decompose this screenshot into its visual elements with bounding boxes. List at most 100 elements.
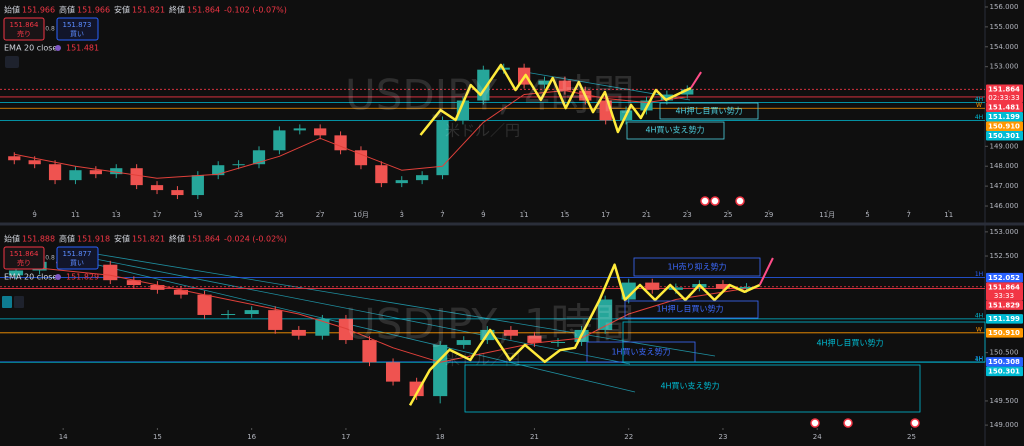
candle-body (293, 128, 306, 131)
quote-label: 始値 (4, 5, 20, 15)
y-tick-label: 150.500 (990, 349, 1019, 357)
price-label: 151.829 (988, 301, 1020, 309)
sell-button[interactable] (3, 17, 45, 41)
candle-body (212, 165, 225, 176)
ema-legend-value: 151.829 (66, 273, 99, 282)
x-tick-label: 23 (234, 211, 243, 219)
y-tick-label: 146.000 (990, 202, 1019, 210)
tool-button[interactable] (14, 296, 24, 308)
candle-body (477, 69, 490, 101)
tool-button[interactable] (2, 296, 12, 308)
x-tick-label: 11 (520, 211, 529, 219)
price-label-box (986, 131, 1023, 141)
y-tick-label: 148.000 (990, 162, 1019, 170)
candle-body (150, 185, 164, 191)
level-tag: 4H (975, 114, 983, 121)
extension-line (690, 71, 702, 89)
candle-body (103, 264, 118, 281)
level-tag: 4H (975, 312, 983, 319)
price-label-box (986, 282, 1023, 301)
x-tick-label: 14 (59, 433, 68, 441)
candle-body (191, 175, 204, 196)
zone-box (633, 257, 761, 277)
x-tick-label: 5 (865, 211, 869, 219)
x-tick-label: 27 (316, 211, 325, 219)
collapse-button[interactable] (5, 56, 19, 68)
candle-body (197, 294, 212, 315)
buy-button[interactable] (56, 17, 99, 41)
candle-body (130, 168, 143, 186)
x-tick-label: 23 (683, 211, 692, 219)
zone-box (624, 300, 759, 319)
countdown: 02:33:33 (988, 94, 1019, 102)
price-label: 151.199 (988, 113, 1020, 121)
sell-label: 売り (17, 29, 31, 38)
x-tick-label: 16 (247, 433, 256, 441)
candle-body (503, 329, 518, 336)
countdown: 33:33 (994, 292, 1014, 300)
price-label-box (986, 357, 1023, 367)
event-flag[interactable] (700, 196, 710, 206)
level-tag: 1H (975, 355, 983, 362)
x-tick-label: 17 (601, 211, 610, 219)
price-label-box (986, 102, 1023, 113)
zone-label: 4H押し目買い勢力 (816, 338, 883, 348)
price-label-box (986, 84, 1023, 103)
watermark-subtitle: 米ドル／円 (445, 351, 520, 369)
x-tick-label: 29 (764, 211, 773, 219)
x-tick-label: 23 (719, 433, 728, 441)
sell-button[interactable] (3, 246, 45, 270)
level-tag: 1H (975, 271, 983, 278)
x-tick-label: 7 (906, 211, 910, 219)
candle-body (354, 150, 368, 166)
zone-label: 4H買い支え勢力 (645, 125, 704, 135)
candle-body (28, 160, 41, 165)
event-flag[interactable] (910, 418, 920, 428)
price-label: 150.301 (988, 368, 1020, 376)
x-tick-label: 22 (624, 433, 633, 441)
candle-body (338, 318, 353, 341)
sell-price: 151.864 (10, 250, 39, 258)
quote-label: 終値 (169, 5, 185, 15)
candle-body (739, 286, 754, 289)
spread: 0.8 (45, 26, 55, 33)
candle-body (221, 313, 236, 315)
zone-label: 1H買い支え勢力 (611, 347, 670, 357)
candle-body (315, 318, 330, 336)
candle-body (456, 340, 471, 345)
quote-label: 安値 (114, 234, 130, 244)
y-tick-label: 147.000 (990, 182, 1019, 190)
quote-value: 151.821 (132, 6, 165, 15)
x-tick-label: 3 (400, 211, 404, 219)
candle-body (645, 282, 660, 290)
x-tick-label: 25 (907, 433, 916, 441)
ema-legend-icon[interactable] (55, 45, 61, 51)
y-tick-label: 156.000 (990, 3, 1019, 11)
quote-change: -0.024 (-0.02%) (224, 235, 287, 244)
x-tick-label: 25 (275, 211, 284, 219)
quote-value: 151.864 (187, 235, 220, 244)
event-flag[interactable] (710, 196, 720, 206)
y-tick-label: 155.000 (990, 23, 1019, 31)
quote-value: 151.888 (22, 235, 55, 244)
ema-legend-icon[interactable] (55, 274, 61, 280)
x-tick-label: 11月 (819, 211, 835, 219)
event-flag[interactable] (810, 418, 820, 428)
x-tick-label: 18 (436, 433, 445, 441)
zone-box (622, 321, 986, 363)
y-tick-label: 153.000 (990, 63, 1019, 71)
buy-button[interactable] (56, 246, 99, 270)
event-flag[interactable] (843, 418, 853, 428)
buy-price: 151.873 (63, 21, 92, 29)
quote-value: 151.821 (132, 235, 165, 244)
quote-label: 高値 (59, 5, 75, 15)
candle-body (538, 80, 551, 85)
y-tick-label: 152.500 (990, 252, 1019, 260)
ema-line (15, 265, 747, 363)
level-tag: W (976, 102, 982, 109)
event-flag[interactable] (735, 196, 745, 206)
zone-label: 1H売り抑え勢力 (667, 262, 726, 272)
candle-body (715, 284, 731, 289)
plot (0, 63, 985, 200)
